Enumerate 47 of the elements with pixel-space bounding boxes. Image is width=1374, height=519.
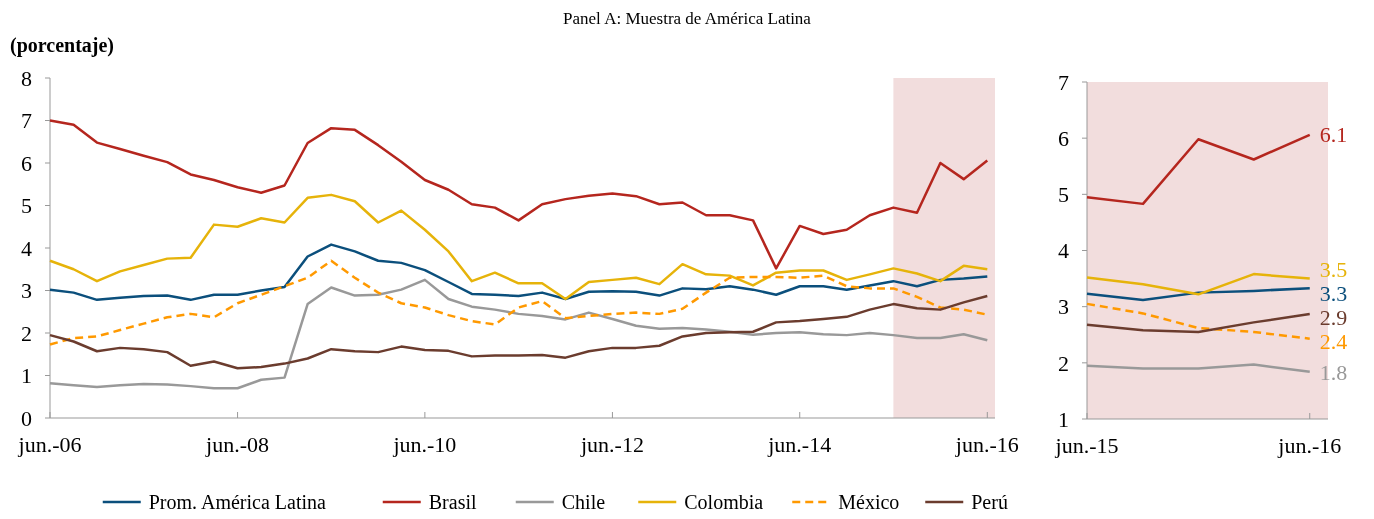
y-tick-label: 7 [21,108,32,134]
line-series [48,119,989,270]
y-tick-label: 2 [1058,350,1069,376]
legend-label: Chile [561,491,606,513]
line-series [48,294,989,370]
y-tick-label: 6 [1058,125,1069,151]
y-tick-label: 8 [21,65,32,91]
data-label: 2.9 [1319,304,1348,330]
y-tick-label: 1 [1058,406,1069,432]
y-tick-label: 6 [21,150,32,176]
y-tick-label: 0 [21,405,32,431]
y-tick-label: 5 [1058,182,1069,208]
y-tick-label: 4 [21,235,32,261]
x-tick-label: jun.-08 [205,432,270,457]
data-label: 3.3 [1319,280,1348,306]
x-tick-label: jun.-15 [1054,433,1119,458]
legend-label: México [838,491,900,513]
line-series [1085,302,1311,340]
y-tick-label: 4 [1058,238,1069,264]
legend-label: Perú [971,491,1008,513]
data-label: 1.8 [1319,359,1348,385]
line-series [1085,133,1311,206]
data-label: 6.1 [1319,122,1348,148]
y-tick-label: 3 [21,278,32,304]
x-tick-label: jun.-06 [17,432,82,457]
y-tick-label: 3 [1058,294,1069,320]
x-tick-label: jun.-10 [392,432,457,457]
y-tick-label: 5 [21,193,32,219]
x-tick-label: jun.-12 [579,432,644,457]
x-tick-label: jun.-16 [954,432,1019,457]
line-series [48,193,989,301]
y-tick-label: 7 [1058,69,1069,95]
y-tick-label: 1 [21,363,32,389]
y-axis-title: (porcentaje) [10,34,115,57]
x-tick-label: jun.-14 [767,432,832,457]
legend-label: Colombia [684,491,764,513]
legend-label: Prom. América Latina [148,491,327,513]
line-series [48,243,989,302]
chart-title: Panel A: Muestra de América Latina [563,9,812,28]
data-label: 2.4 [1319,328,1348,354]
x-tick-label: jun.-16 [1277,433,1342,458]
y-tick-label: 2 [21,320,32,346]
line-series [1085,286,1311,302]
data-label: 3.5 [1319,256,1348,282]
legend-label: Brasil [428,491,477,513]
line-series [1085,272,1311,296]
line-series [1085,312,1311,334]
